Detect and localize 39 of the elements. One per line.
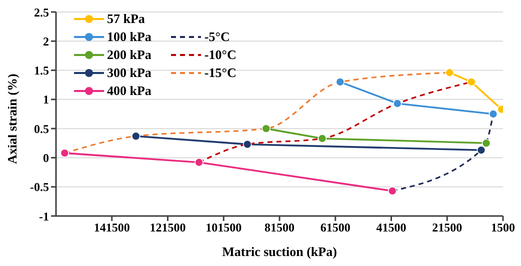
y-tick-label: -0.5 (30, 180, 49, 194)
x-tick-label: 81500 (264, 220, 294, 235)
y-tick-label: 0 (43, 150, 49, 165)
point (482, 138, 491, 148)
x-tick-label: 61500 (320, 220, 350, 235)
point (318, 134, 327, 143)
y-tick-label: 1.5 (34, 64, 49, 78)
point (194, 158, 204, 167)
y-tick-label: 1 (43, 92, 49, 107)
y-tick-label: -1 (39, 209, 49, 224)
point (392, 99, 402, 108)
x-axis-title: Matric suction (kPa) (222, 244, 337, 259)
point (388, 186, 397, 196)
y-tick-label: 0.5 (34, 122, 49, 136)
y-tick-label: 2.5 (34, 5, 49, 20)
legend-label: 300 kPa (107, 65, 152, 81)
legend-label: 400 kPa (107, 83, 152, 99)
legend-label: 100 kPa (107, 29, 152, 45)
legend-label: -5°C (204, 29, 230, 45)
x-tick-label: 1500 (491, 220, 515, 235)
point (476, 146, 486, 155)
point (242, 140, 252, 149)
point (60, 148, 70, 158)
legend-label: 200 kPa (107, 47, 152, 63)
x-tick-label: 101500 (206, 220, 242, 235)
point (467, 78, 476, 86)
point (262, 124, 270, 133)
legend-label: 57 kPa (107, 11, 145, 27)
legend-label: -15°C (204, 65, 236, 81)
point (336, 78, 345, 86)
point (445, 68, 454, 78)
point (132, 132, 140, 141)
y-tick-label: 2 (43, 34, 49, 48)
x-tick-label: 41500 (376, 220, 406, 235)
x-tick-label: 141500 (94, 220, 130, 235)
x-tick-label: 21500 (432, 220, 462, 235)
point (488, 110, 498, 118)
legend-label: -10°C (204, 47, 236, 63)
x-tick-label: 121500 (150, 220, 186, 235)
